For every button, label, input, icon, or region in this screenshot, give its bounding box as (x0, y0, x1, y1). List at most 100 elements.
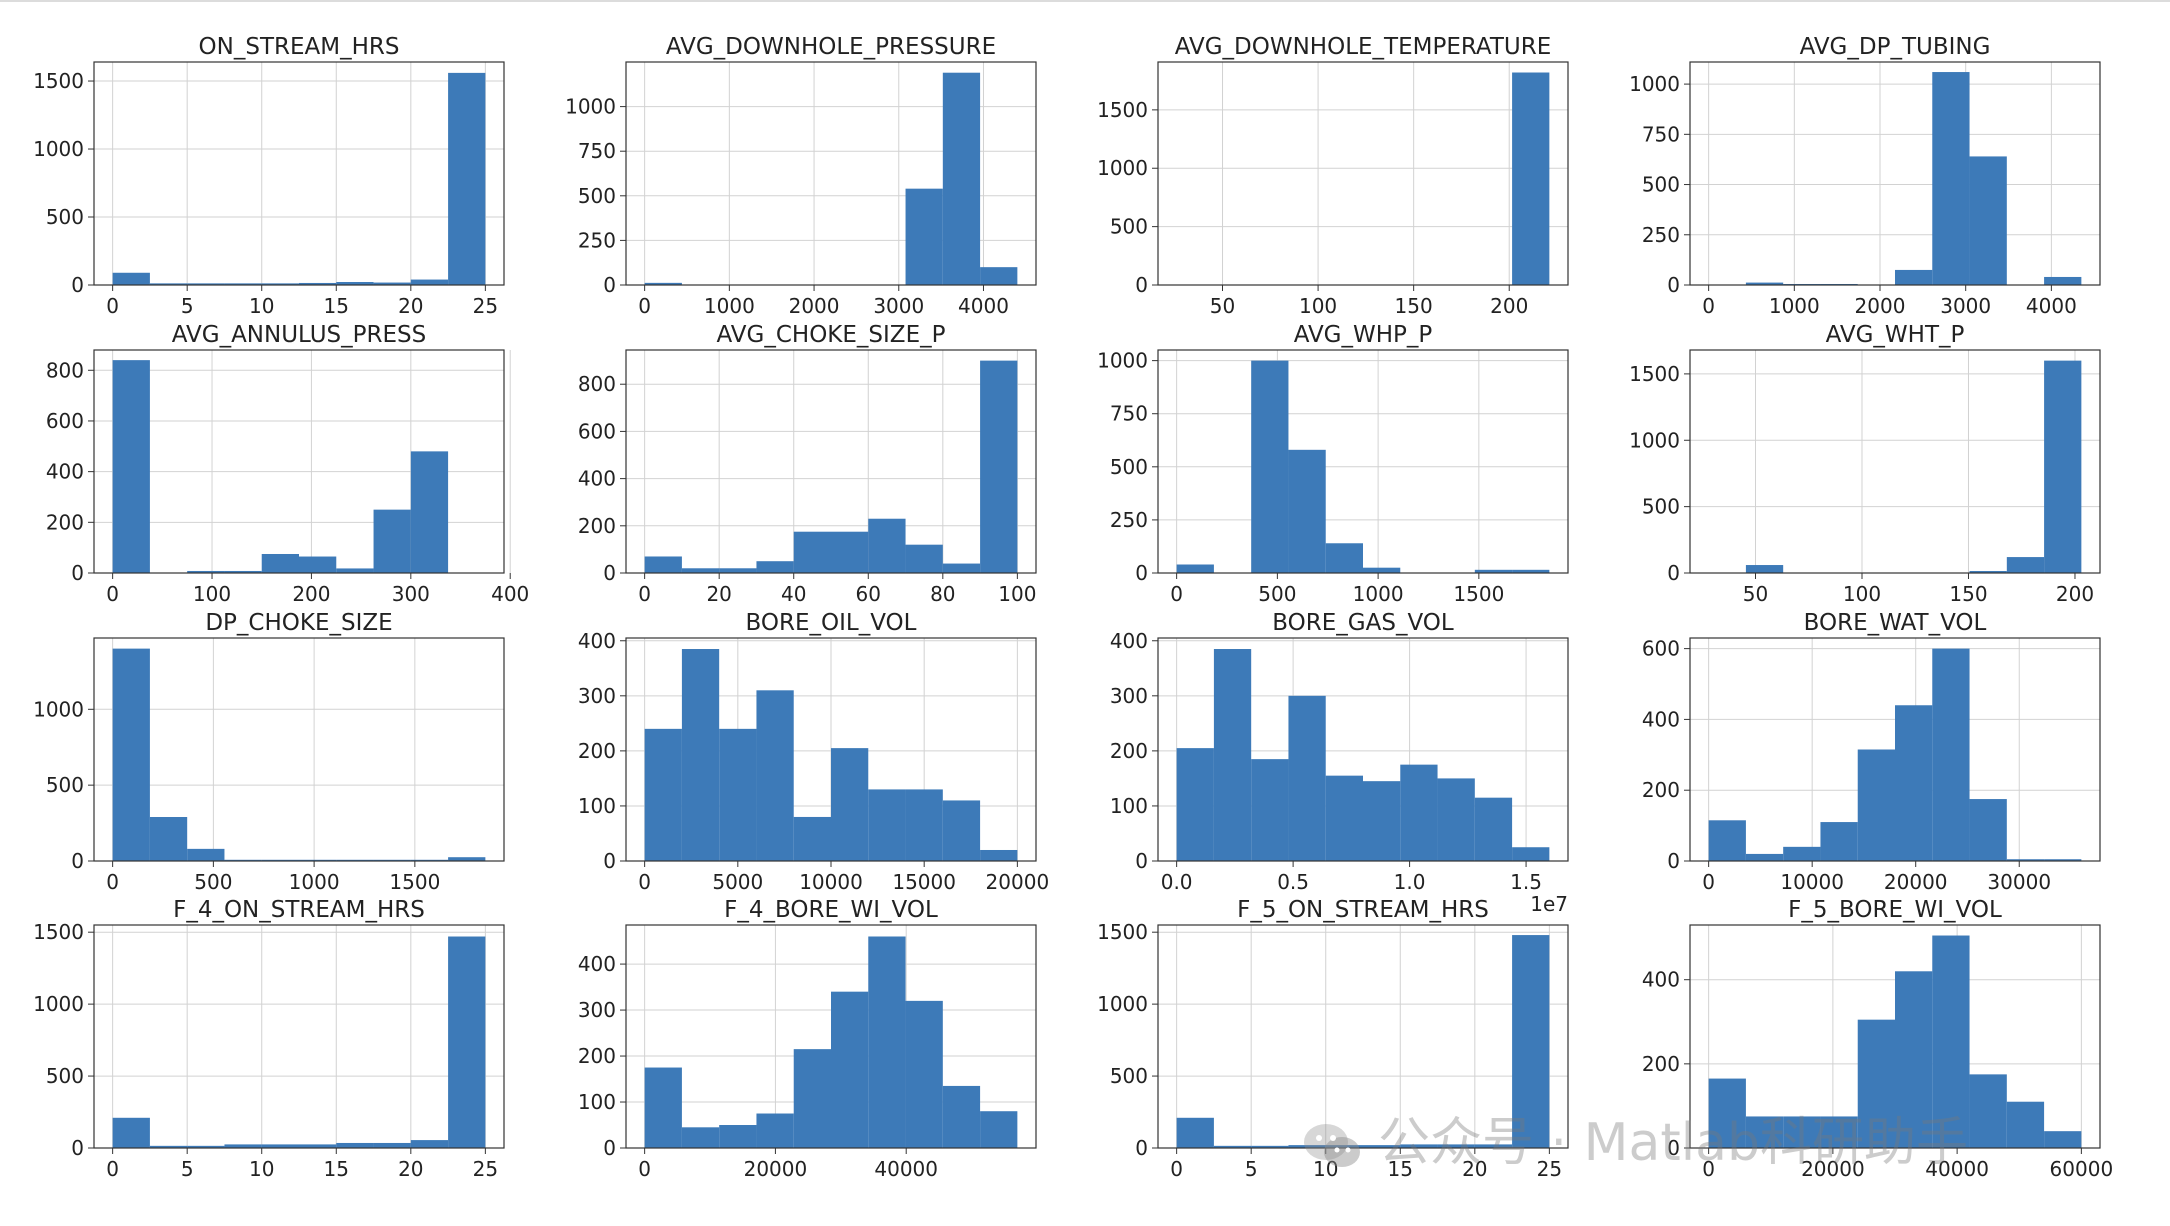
y-tick-label: 1500 (1097, 920, 1148, 944)
y-tick-label: 500 (46, 205, 84, 229)
histogram-bar (1932, 648, 1970, 861)
y-tick-label: 1000 (1097, 992, 1148, 1016)
histogram-bar (1745, 853, 1784, 861)
histogram-bar (1783, 846, 1821, 861)
histogram-bar (448, 72, 486, 285)
x-tick-label: 10000 (1780, 870, 1844, 894)
plot-frame (1689, 637, 2101, 862)
histogram-bar (1176, 1117, 1214, 1148)
x-tick-label: 100 (1299, 294, 1337, 318)
histogram-bar (793, 816, 831, 861)
y-tick-label: 1000 (33, 697, 84, 721)
subplot-title: BORE_WAT_VOL (1804, 610, 1987, 636)
histogram-bar (373, 859, 411, 861)
y-tick-label: 0 (603, 273, 616, 297)
x-tick-label: 0 (638, 1157, 651, 1181)
watermark: 公众号 · Matlab科研助手 (1300, 1100, 1968, 1175)
subplot-15: F_5_BORE_WI_VOL 0 20000 40000 60000 0 200 400 (1642, 897, 2113, 1181)
y-tick-label: 750 (1110, 402, 1148, 426)
x-tick-label: 2000 (1855, 294, 1906, 318)
histogram-bar (112, 648, 150, 861)
x-tick-label: 15000 (892, 870, 956, 894)
x-tick-label: 5 (1245, 1157, 1258, 1181)
histogram-bar (1857, 749, 1895, 861)
y-tick-label: 0 (71, 273, 84, 297)
histogram-bar (1895, 705, 1933, 861)
histogram-bar (1745, 565, 1784, 573)
histogram-bar (905, 1000, 943, 1148)
y-tick-label: 0 (1135, 1136, 1148, 1160)
y-tick-label: 1000 (1097, 156, 1148, 180)
histogram-bar (2044, 1131, 2082, 1148)
y-tick-label: 1500 (33, 69, 84, 93)
histogram-bar (1969, 1074, 2007, 1148)
wechat-icon (1304, 1124, 1360, 1167)
x-tick-label: 15 (1388, 1157, 1413, 1181)
histogram-bar (980, 360, 1018, 573)
histogram-bar (681, 568, 720, 573)
histogram-bar (1820, 1116, 1858, 1148)
histogram-bar (1708, 1078, 1746, 1148)
x-tick-label: 25 (473, 294, 498, 318)
histogram-bar (1251, 759, 1289, 861)
histogram-bar (187, 1145, 225, 1148)
histogram-bar (410, 1140, 449, 1148)
histogram-bar (2044, 276, 2082, 285)
histogram-bar (1512, 569, 1550, 573)
subplot-10: BORE_GAS_VOL 0.0 0.5 1.0 1.5 0 100 200 300 400 1e7 (1110, 610, 1569, 916)
subplot-3: AVG_DP_TUBING 0 1000 2000 3000 4000 0 250 500 750… (1629, 34, 2101, 318)
subplot-11: BORE_WAT_VOL 0 10000 20000 30000 0 200 400 600 (1642, 610, 2101, 894)
subplot-title: F_4_ON_STREAM_HRS (173, 897, 425, 923)
y-tick-label: 600 (578, 419, 616, 443)
histogram-bar (187, 848, 225, 861)
subplot-8: DP_CHOKE_SIZE 0 500 1000 1500 0 500 1000 (33, 610, 505, 894)
y-tick-label: 1500 (1097, 98, 1148, 122)
histogram-bar (1437, 1144, 1475, 1148)
subplot-title: F_5_BORE_WI_VOL (1788, 897, 2002, 923)
x-tick-label: 200 (292, 582, 330, 606)
x-tick-label: 10 (249, 294, 274, 318)
y-tick-label: 200 (578, 739, 616, 763)
histogram-bar (1400, 1144, 1438, 1148)
histogram-bar (1400, 764, 1438, 861)
histogram-bar (1474, 569, 1513, 573)
plot-frame (625, 61, 1037, 286)
histogram-bar (410, 279, 449, 285)
x-tick-label: 20 (398, 1157, 423, 1181)
subplot-7: AVG_WHT_P 50 100 150 200 0 500 1000 1500 (1629, 322, 2101, 606)
histogram-bar (224, 1144, 262, 1148)
histogram-bar (831, 991, 869, 1148)
histogram-bar (756, 1113, 794, 1148)
histogram-bar (644, 728, 682, 861)
y-tick-label: 500 (1642, 173, 1680, 197)
x-tick-label: 300 (392, 582, 430, 606)
histogram-bar (1783, 1116, 1821, 1148)
y-tick-label: 250 (1642, 223, 1680, 247)
histogram-bar (1325, 1145, 1363, 1148)
subplot-0: ON_STREAM_HRS 0 5 10 15 20 25 0 500 1000 1500 (33, 34, 505, 318)
x-tick-label: 0 (1702, 294, 1715, 318)
x-tick-label: 200 (1490, 294, 1528, 318)
x-tick-label: 5 (181, 1157, 194, 1181)
x-tick-label: 0 (638, 582, 651, 606)
subplot-title: AVG_WHP_P (1294, 322, 1433, 348)
x-tick-label: 40000 (1925, 1157, 1989, 1181)
y-tick-label: 400 (1642, 707, 1680, 731)
histogram-bar (681, 649, 720, 861)
y-tick-label: 1500 (33, 920, 84, 944)
subplot-title: DP_CHOKE_SIZE (205, 610, 392, 636)
y-tick-label: 200 (578, 514, 616, 538)
y-tick-label: 0 (71, 561, 84, 585)
x-tick-label: 4000 (2026, 294, 2077, 318)
plot-frame (625, 924, 1037, 1149)
x-tick-label: 150 (1949, 582, 1987, 606)
subplot-title: F_5_ON_STREAM_HRS (1237, 897, 1489, 923)
x-tick-label: 5 (181, 294, 194, 318)
x-tick-label: 20000 (744, 1157, 808, 1181)
plot-frame (1157, 349, 1569, 574)
histogram-bar (373, 282, 411, 285)
histogram-bar (868, 789, 906, 861)
x-tick-label: 0 (1702, 1157, 1715, 1181)
histogram-bar (1325, 775, 1363, 861)
x-tick-label: 100 (998, 582, 1036, 606)
